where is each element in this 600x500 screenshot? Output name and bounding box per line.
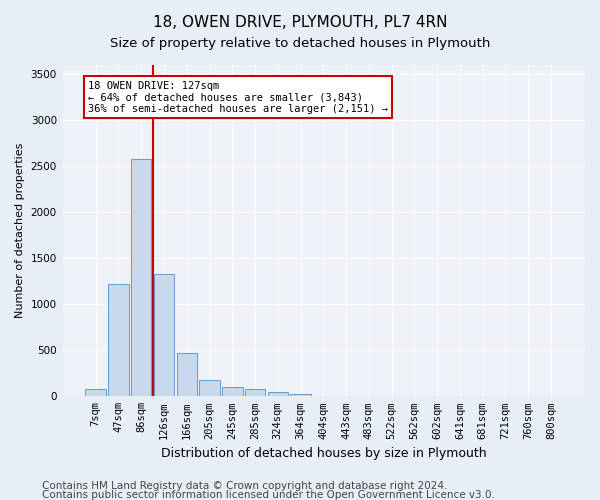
Bar [108, 284, 129, 397]
Bar [199, 380, 220, 396]
Text: Size of property relative to detached houses in Plymouth: Size of property relative to detached ho… [110, 38, 490, 51]
Bar [131, 160, 151, 396]
Text: Contains HM Land Registry data © Crown copyright and database right 2024.: Contains HM Land Registry data © Crown c… [42, 481, 448, 491]
Bar [290, 394, 311, 396]
Bar [154, 274, 174, 396]
Bar [85, 390, 106, 396]
X-axis label: Distribution of detached houses by size in Plymouth: Distribution of detached houses by size … [161, 447, 486, 460]
Text: Contains public sector information licensed under the Open Government Licence v3: Contains public sector information licen… [42, 490, 495, 500]
Text: 18, OWEN DRIVE, PLYMOUTH, PL7 4RN: 18, OWEN DRIVE, PLYMOUTH, PL7 4RN [153, 15, 447, 30]
Bar [245, 390, 265, 396]
Bar [176, 352, 197, 397]
Bar [222, 387, 242, 396]
Y-axis label: Number of detached properties: Number of detached properties [15, 143, 25, 318]
Text: 18 OWEN DRIVE: 127sqm
← 64% of detached houses are smaller (3,843)
36% of semi-d: 18 OWEN DRIVE: 127sqm ← 64% of detached … [88, 80, 388, 114]
Bar [268, 392, 288, 396]
